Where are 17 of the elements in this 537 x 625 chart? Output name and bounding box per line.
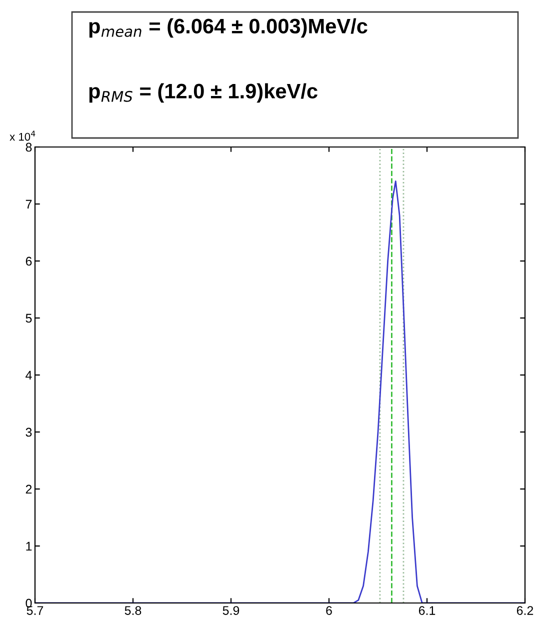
- y-tick-label: 1: [26, 542, 32, 551]
- y-tick-label: 3: [26, 428, 32, 437]
- text: x 10$^{4}$: [10, 130, 36, 141]
- text: p$_{mean}$ = (6.064 ± 0.003)MeV/c: [89, 18, 368, 38]
- x-tick-label: 5.8: [124, 606, 142, 615]
- y-tick-label: 4: [26, 370, 32, 380]
- y-tick-label: 6: [26, 256, 32, 266]
- text: p$_{RMS}$ = (12.0 ± 1.9)keV/c: [89, 83, 318, 103]
- y-tick-label: 5: [26, 314, 32, 323]
- x-tick-label: 6: [326, 606, 332, 615]
- x-tick-label: 6.1: [418, 606, 436, 615]
- y-tick-label: 7: [26, 200, 32, 209]
- x-tick-label: 5.9: [222, 606, 240, 615]
- x-tick-label: 6.2: [516, 606, 534, 615]
- y-tick-label: 8: [26, 142, 32, 152]
- y-tick-label: 2: [26, 484, 32, 494]
- x-tick-label: 5.7: [26, 606, 44, 615]
